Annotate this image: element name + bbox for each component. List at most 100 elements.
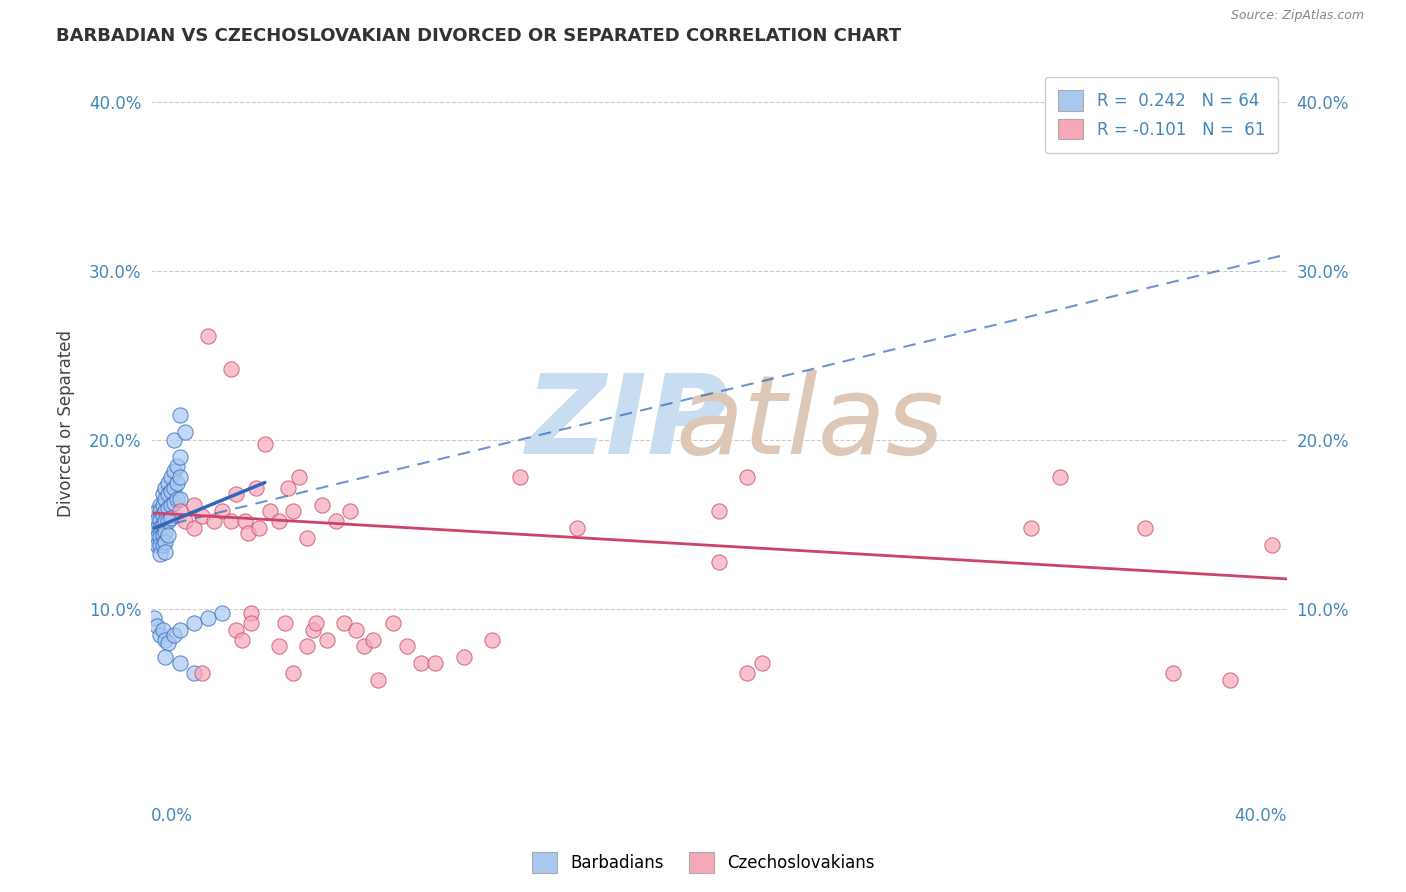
Point xyxy=(253,436,276,450)
Point xyxy=(157,636,180,650)
Point xyxy=(155,632,177,647)
Point xyxy=(155,534,177,549)
Point xyxy=(157,500,180,515)
Point xyxy=(1133,521,1156,535)
Point xyxy=(149,627,172,641)
Point xyxy=(297,640,319,654)
Point xyxy=(174,515,197,529)
Point xyxy=(339,504,361,518)
Point xyxy=(157,487,180,501)
Point xyxy=(707,504,730,518)
Point xyxy=(283,666,305,681)
Point xyxy=(160,498,183,512)
Point xyxy=(169,504,191,518)
Legend: Barbadians, Czechoslovakians: Barbadians, Czechoslovakians xyxy=(524,846,882,880)
Point xyxy=(302,623,325,637)
Point xyxy=(143,534,166,549)
Point xyxy=(143,526,166,541)
Point xyxy=(169,450,191,465)
Point xyxy=(225,487,247,501)
Point xyxy=(163,496,186,510)
Point xyxy=(157,515,180,529)
Point xyxy=(160,470,183,484)
Point xyxy=(361,632,384,647)
Point xyxy=(152,528,174,542)
Point xyxy=(191,666,214,681)
Point xyxy=(565,521,588,535)
Point xyxy=(166,475,188,490)
Point xyxy=(149,521,172,535)
Point xyxy=(152,623,174,637)
Point xyxy=(325,515,347,529)
Point xyxy=(751,657,773,671)
Point xyxy=(344,623,367,637)
Text: Source: ZipAtlas.com: Source: ZipAtlas.com xyxy=(1230,9,1364,22)
Point xyxy=(152,508,174,522)
Point xyxy=(152,487,174,501)
Point xyxy=(183,666,205,681)
Point xyxy=(239,606,262,620)
Point xyxy=(146,504,169,518)
Point xyxy=(311,498,333,512)
Point xyxy=(197,328,219,343)
Y-axis label: Divorced or Separated: Divorced or Separated xyxy=(58,330,75,516)
Point xyxy=(1161,666,1184,681)
Point xyxy=(219,362,242,376)
Point xyxy=(160,511,183,525)
Point xyxy=(169,492,191,507)
Point xyxy=(202,515,225,529)
Point xyxy=(146,521,169,535)
Point xyxy=(166,492,188,507)
Text: 40.0%: 40.0% xyxy=(1234,807,1286,825)
Point xyxy=(143,517,166,532)
Point xyxy=(155,504,177,518)
Point xyxy=(245,481,267,495)
Point xyxy=(155,515,177,529)
Point xyxy=(166,458,188,473)
Point xyxy=(149,530,172,544)
Point xyxy=(367,673,389,688)
Point xyxy=(149,498,172,512)
Point xyxy=(155,545,177,559)
Point xyxy=(288,470,311,484)
Point xyxy=(163,464,186,478)
Point xyxy=(239,615,262,630)
Point xyxy=(219,515,242,529)
Point xyxy=(707,555,730,569)
Point xyxy=(381,615,404,630)
Point xyxy=(160,483,183,498)
Point xyxy=(143,611,166,625)
Point xyxy=(146,538,169,552)
Point xyxy=(737,470,759,484)
Point xyxy=(191,509,214,524)
Point xyxy=(174,425,197,439)
Point xyxy=(169,408,191,422)
Point xyxy=(481,632,503,647)
Point xyxy=(149,513,172,527)
Point xyxy=(453,649,475,664)
Point xyxy=(197,611,219,625)
Point xyxy=(297,531,319,545)
Point xyxy=(152,517,174,532)
Point xyxy=(353,640,375,654)
Point xyxy=(1019,521,1042,535)
Point xyxy=(409,657,432,671)
Point xyxy=(395,640,418,654)
Point xyxy=(146,619,169,633)
Point xyxy=(155,524,177,539)
Point xyxy=(163,481,186,495)
Point xyxy=(267,640,290,654)
Point xyxy=(143,531,166,545)
Text: BARBADIAN VS CZECHOSLOVAKIAN DIVORCED OR SEPARATED CORRELATION CHART: BARBADIAN VS CZECHOSLOVAKIAN DIVORCED OR… xyxy=(56,27,901,45)
Point xyxy=(267,515,290,529)
Point xyxy=(233,515,256,529)
Point xyxy=(169,470,191,484)
Point xyxy=(149,504,172,518)
Point xyxy=(157,475,180,490)
Point xyxy=(1219,673,1241,688)
Point xyxy=(211,606,233,620)
Point xyxy=(211,504,233,518)
Point xyxy=(169,623,191,637)
Point xyxy=(247,521,270,535)
Point xyxy=(183,615,205,630)
